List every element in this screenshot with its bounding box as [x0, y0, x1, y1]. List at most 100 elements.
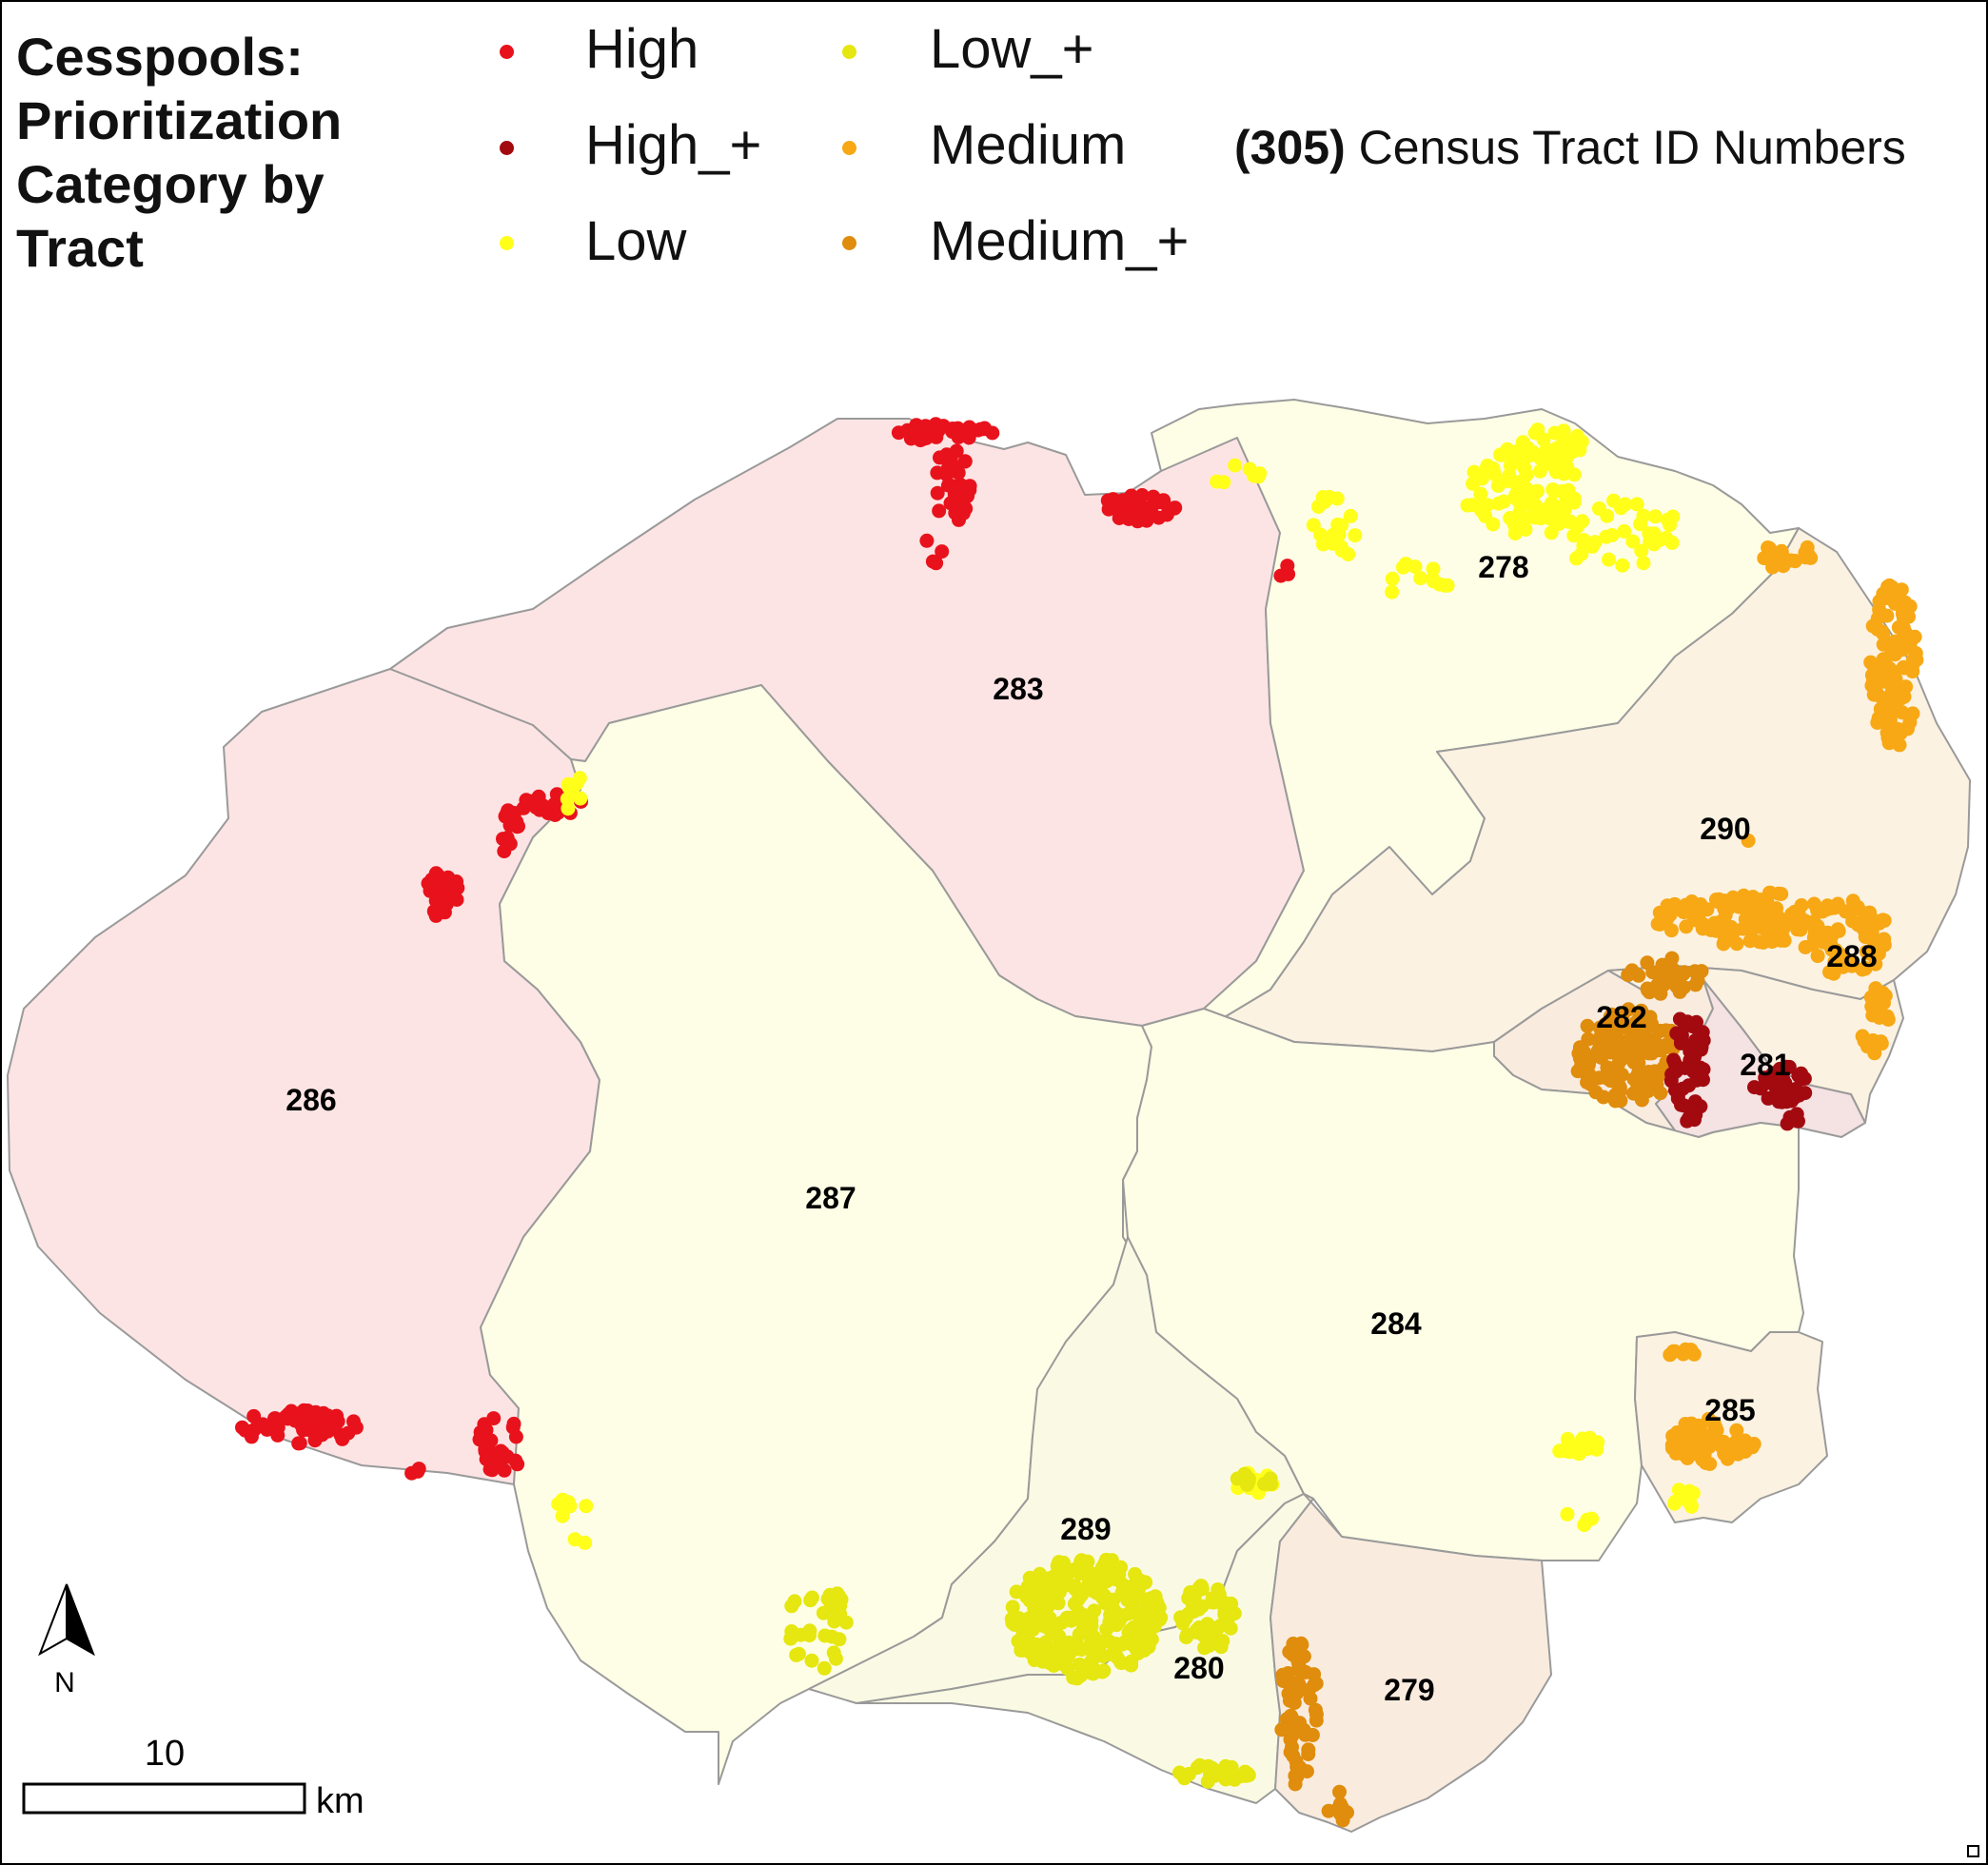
cesspool-point-low-plus [1046, 1648, 1060, 1663]
cesspool-point-medium-plus [1592, 1020, 1607, 1035]
cesspool-point-low [1576, 533, 1591, 548]
cesspool-point-low-plus [1102, 1615, 1117, 1629]
cesspool-point-medium [1709, 923, 1724, 938]
cesspool-point-high-plus [1769, 1070, 1784, 1084]
cesspool-point-low-plus [804, 1653, 819, 1668]
cesspool-point-low [1633, 517, 1648, 532]
cesspool-point-low-plus [1023, 1645, 1038, 1660]
cesspool-point-medium [1880, 725, 1896, 740]
north-arrow: N [38, 1583, 95, 1698]
cesspool-point-high [410, 1463, 425, 1479]
scale-bar-unit: km [316, 1781, 364, 1821]
cesspool-point-low [1625, 534, 1641, 549]
cesspool-point-medium [1761, 540, 1776, 555]
cesspool-point-medium [1868, 956, 1883, 972]
cesspool-point-low [1496, 494, 1511, 509]
cesspool-point-high [965, 423, 980, 439]
cesspool-point-low-plus [1070, 1671, 1085, 1686]
cesspool-point-medium-plus [1289, 1648, 1303, 1663]
cesspool-point-high [930, 485, 945, 501]
cesspool-point-high [294, 1418, 309, 1433]
cesspool-point-high [423, 874, 439, 889]
cesspool-point-medium-plus [1307, 1678, 1322, 1693]
cesspool-point-low-plus [1075, 1617, 1091, 1632]
cesspool-point-medium [1798, 940, 1813, 954]
cesspool-point-medium [1776, 914, 1791, 930]
cesspool-point-high [500, 805, 515, 820]
cesspool-point-low [1460, 498, 1475, 513]
cesspool-point-low [1559, 1441, 1574, 1456]
cesspool-point-medium [1830, 896, 1845, 912]
cesspool-point-high [244, 1429, 259, 1444]
cesspool-point-high [439, 876, 454, 892]
cesspool-point-high [449, 893, 464, 907]
cesspool-point-low-plus [1048, 1574, 1063, 1589]
cesspool-point-low [1493, 447, 1507, 462]
cesspool-point-medium [1855, 962, 1870, 977]
cesspool-point-high [547, 808, 562, 822]
legend-swatch-high-plus [500, 141, 514, 155]
cesspool-point-medium [1857, 1033, 1872, 1049]
cesspool-point-high [918, 431, 934, 445]
cesspool-point-low [1665, 509, 1681, 524]
cesspool-point-high-plus [1666, 1052, 1682, 1068]
cesspool-point-medium-plus [1688, 977, 1703, 992]
legend-label-low: Low [585, 210, 687, 272]
cesspool-point-low-plus [1205, 1760, 1220, 1776]
cesspool-point-low [1615, 558, 1630, 573]
tract-label-284: 284 [1370, 1306, 1422, 1341]
cesspool-point-low [1667, 1496, 1683, 1511]
cesspool-point-low [1527, 510, 1543, 525]
cesspool-point-low [1530, 483, 1545, 499]
cesspool-point-low-plus [1036, 1616, 1052, 1631]
tract-label-279: 279 [1384, 1673, 1434, 1707]
cesspool-point-low [1664, 535, 1680, 550]
cesspool-point-low [1566, 467, 1582, 482]
cesspool-point-low [1565, 444, 1580, 460]
cesspool-point-low [1540, 453, 1555, 468]
cesspool-point-medium [1864, 999, 1880, 1014]
cesspool-point-low-plus [832, 1632, 847, 1647]
cesspool-point-medium [1822, 965, 1837, 980]
cesspool-point-high-plus [1781, 1059, 1797, 1074]
cesspool-point-medium [1896, 610, 1911, 625]
cesspool-point-medium-plus [1301, 1747, 1316, 1761]
cesspool-point-high-plus [1775, 1094, 1790, 1109]
cesspool-point-low [1530, 422, 1545, 438]
cesspool-point-medium-plus [1621, 1002, 1636, 1017]
cesspool-point-low-plus [1144, 1615, 1159, 1630]
cesspool-point-low-plus [1074, 1587, 1090, 1602]
legend-label-low-plus: Low_+ [930, 18, 1094, 80]
cesspool-point-low-plus [1124, 1654, 1139, 1669]
cesspool-point-low-plus [1021, 1611, 1036, 1626]
cesspool-point-high [321, 1408, 336, 1423]
cesspool-point-low-plus [1224, 1596, 1239, 1611]
cesspool-point-high [957, 454, 973, 469]
tract-label-283: 283 [993, 672, 1043, 706]
cesspool-point-high [519, 793, 534, 808]
cesspool-point-low-plus [1177, 1771, 1192, 1786]
cesspool-point-medium-plus [1308, 1702, 1323, 1718]
tract-id-example: (305) [1234, 121, 1346, 174]
legend-title-line-1: Cesspools: [16, 27, 304, 87]
tract-label-281: 281 [1740, 1048, 1790, 1082]
cesspool-point-low [572, 771, 587, 786]
tract-label-278: 278 [1478, 550, 1528, 584]
cesspool-point-high [509, 815, 524, 830]
cesspool-point-low [579, 1499, 594, 1514]
tract-label-287: 287 [805, 1181, 856, 1215]
cesspool-point-low [555, 1508, 570, 1523]
cesspool-point-medium-plus [1292, 1760, 1308, 1776]
cesspool-point-high [958, 501, 974, 516]
cesspool-point-high [267, 1411, 282, 1426]
cesspool-point-low-plus [791, 1646, 806, 1661]
cesspool-point-high-plus [1682, 1110, 1697, 1126]
cesspool-point-medium-plus [1285, 1739, 1299, 1755]
cesspool-point-high [1134, 506, 1150, 521]
cesspool-point-low [1560, 1506, 1575, 1521]
cesspool-point-low [1600, 508, 1615, 523]
tract-label-286: 286 [285, 1083, 336, 1117]
legend-label-high-plus: High_+ [585, 114, 762, 176]
cesspool-point-high [908, 422, 923, 438]
